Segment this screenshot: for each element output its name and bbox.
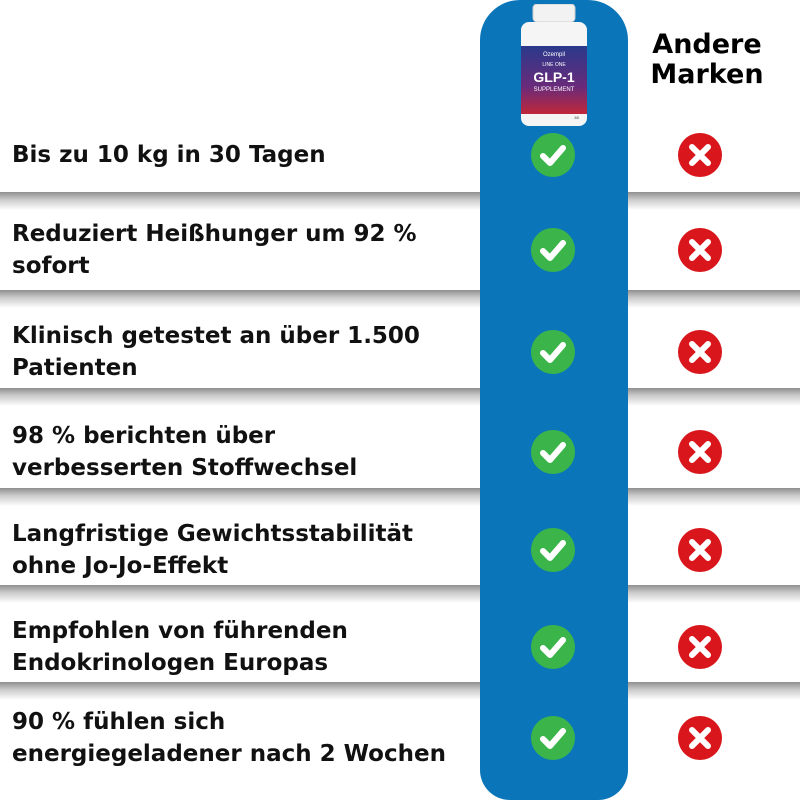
row-label: Klinisch getestet an über 1.500 Patiente… — [12, 323, 420, 381]
row-divider — [0, 585, 800, 603]
cross-icon — [678, 133, 722, 177]
bottle-subtitle: SUPPLEMENT — [534, 87, 575, 93]
row-divider — [0, 290, 800, 308]
competitor-header: Andere Marken — [650, 29, 764, 90]
row-divider — [0, 488, 800, 506]
cross-icon — [678, 528, 722, 572]
check-icon — [531, 430, 575, 474]
row-divider — [0, 192, 800, 210]
row-divider — [0, 388, 800, 406]
bottle-brand: Ozempil — [543, 52, 565, 58]
check-icon — [531, 625, 575, 669]
row-divider — [0, 682, 800, 700]
row-label: Reduziert Heißhunger um 92 % sofort — [12, 221, 417, 279]
bottle-name: GLP-1 — [533, 69, 574, 85]
check-icon — [531, 330, 575, 374]
bottle-count: 60 — [575, 115, 580, 120]
cross-icon — [678, 716, 722, 760]
row-label: Bis zu 10 kg in 30 Tagen — [12, 142, 326, 168]
check-icon — [531, 716, 575, 760]
bottle-line: LINE ONE — [542, 62, 566, 68]
row-label: Langfristige Gewichtsstabilität ohne Jo-… — [12, 521, 414, 579]
check-icon — [531, 228, 575, 272]
cross-icon — [678, 330, 722, 374]
product-bottle-image: Ozempil LINE ONE GLP-1 SUPPLEMENT 60 — [521, 4, 587, 126]
row-label: Empfohlen von führenden Endokrinologen E… — [12, 618, 348, 676]
check-icon — [531, 528, 575, 572]
row-label: 98 % berichten über verbesserten Stoffwe… — [12, 423, 358, 481]
check-icon — [531, 133, 575, 177]
cross-icon — [678, 625, 722, 669]
cross-icon — [678, 228, 722, 272]
cross-icon — [678, 430, 722, 474]
row-label: 90 % fühlen sich energiegeladener nach 2… — [12, 709, 446, 767]
